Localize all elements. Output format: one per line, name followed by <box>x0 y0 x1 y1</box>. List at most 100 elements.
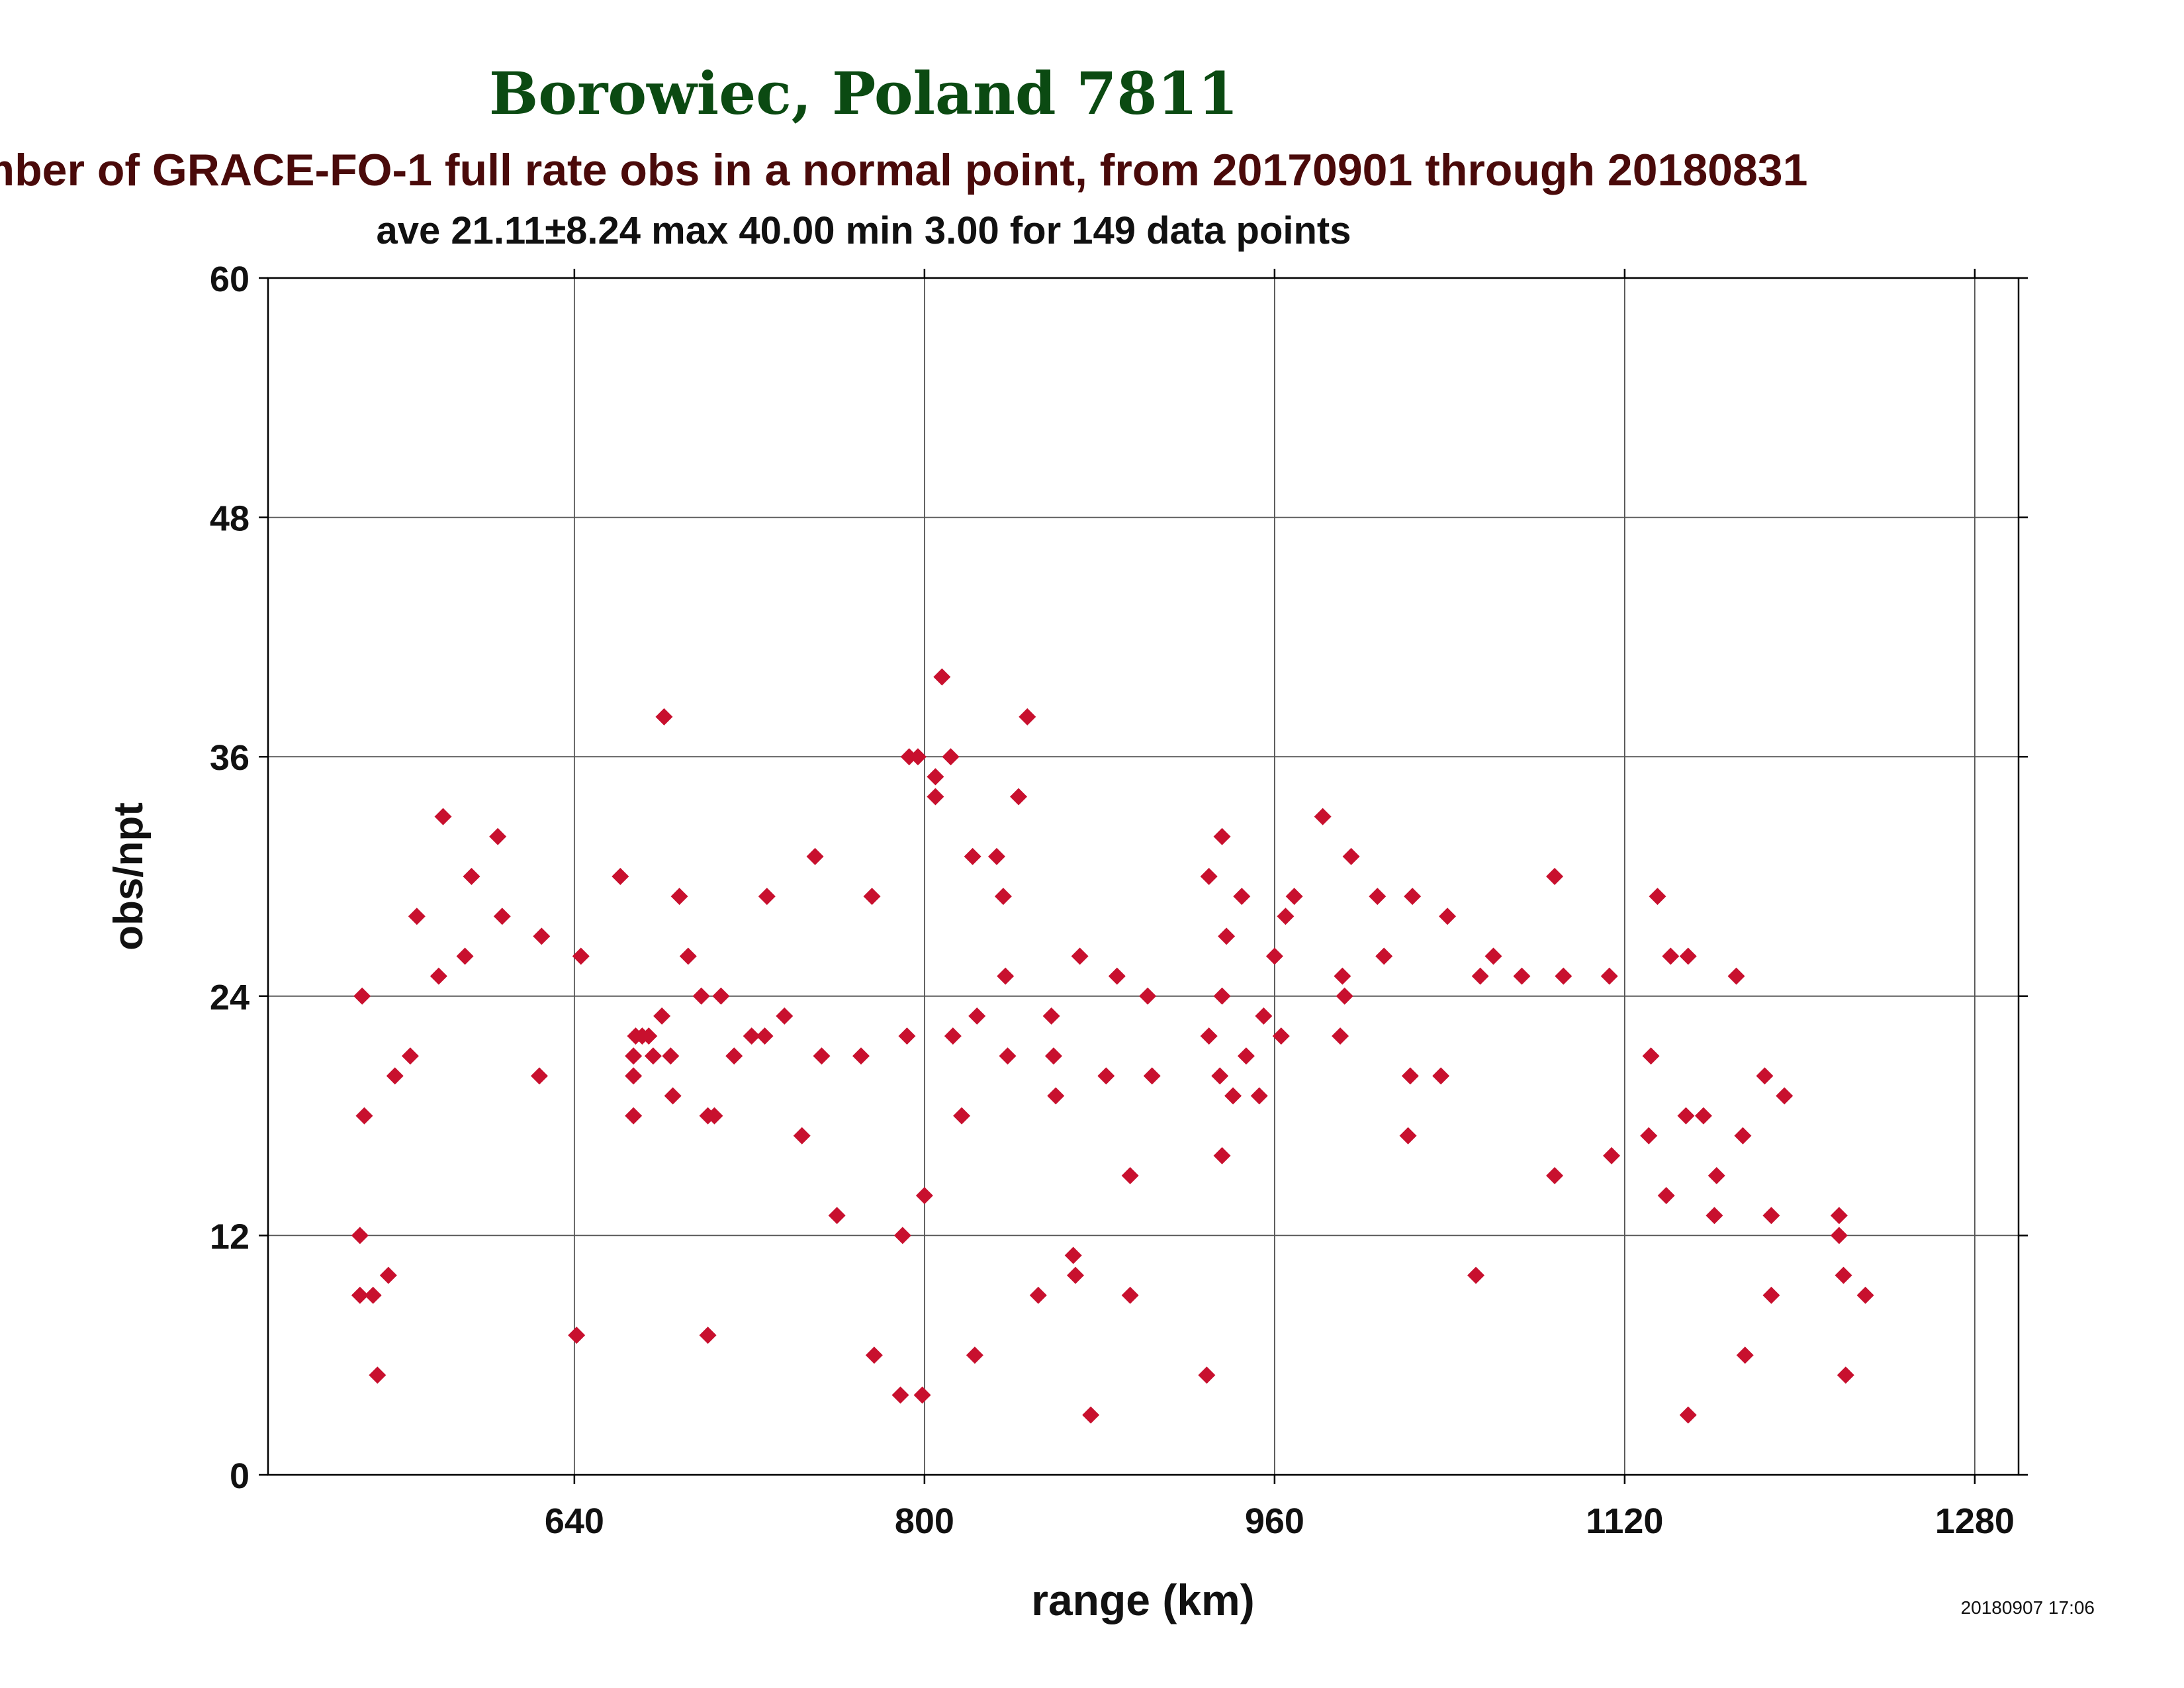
data-point <box>568 1327 586 1344</box>
data-point <box>1467 1266 1485 1284</box>
chart-title: Borowiec, Poland 7811 <box>489 59 1238 128</box>
data-point <box>1082 1406 1100 1424</box>
data-point <box>699 1327 717 1344</box>
x-tick-label: 800 <box>895 1501 954 1541</box>
data-point <box>1213 827 1231 845</box>
data-point <box>351 1286 369 1304</box>
data-point <box>1706 1207 1723 1225</box>
plot-frame <box>267 277 2020 1476</box>
data-point <box>743 1027 760 1045</box>
data-point <box>1677 1107 1695 1125</box>
y-tick-label: 60 <box>210 259 250 299</box>
data-point <box>625 1047 643 1065</box>
data-point <box>625 1067 643 1085</box>
data-point <box>1332 1027 1349 1045</box>
data-point <box>909 748 927 766</box>
x-axis-label: range (km) <box>1031 1575 1254 1624</box>
data-point <box>1546 1167 1564 1184</box>
data-point <box>1336 987 1353 1005</box>
y-tick-label: 48 <box>210 499 250 539</box>
data-point <box>530 1067 548 1085</box>
data-point <box>1224 1087 1242 1105</box>
data-point <box>1071 947 1089 965</box>
data-point <box>1047 1087 1065 1105</box>
data-point <box>430 967 447 985</box>
timestamp-label: 20180907 17:06 <box>1961 1597 2095 1618</box>
data-point <box>1642 1047 1660 1065</box>
data-point <box>1762 1286 1780 1304</box>
data-point <box>1139 987 1157 1005</box>
data-point <box>968 1007 986 1025</box>
data-point <box>692 987 710 1005</box>
data-point <box>966 1346 983 1364</box>
data-point <box>1736 1346 1754 1364</box>
data-point <box>1265 947 1283 965</box>
data-point <box>712 987 730 1005</box>
data-point <box>1218 927 1236 945</box>
data-point <box>900 748 918 766</box>
x-tick-label: 1120 <box>1586 1501 1663 1541</box>
data-point <box>964 847 981 865</box>
data-point <box>1042 1007 1060 1025</box>
data-point <box>1513 967 1531 985</box>
data-point <box>999 1047 1017 1065</box>
data-point <box>1546 868 1564 885</box>
data-point <box>533 927 551 945</box>
data-point <box>1679 1406 1697 1424</box>
data-point <box>1108 967 1126 985</box>
data-point <box>927 768 944 786</box>
data-point <box>463 868 480 885</box>
data-point <box>1856 1286 1874 1304</box>
data-point <box>1029 1286 1047 1304</box>
data-point <box>625 1107 643 1125</box>
data-point <box>1121 1286 1139 1304</box>
data-point <box>1555 967 1572 985</box>
data-point <box>1603 1147 1621 1164</box>
data-point <box>915 1187 933 1205</box>
chart-subtitle: number of GRACE-FO-1 full rate obs in a … <box>0 145 1807 195</box>
data-point <box>1121 1167 1139 1184</box>
y-tick-label: 12 <box>210 1217 250 1256</box>
data-point <box>987 847 1005 865</box>
data-point <box>705 1107 723 1125</box>
data-point <box>1200 868 1218 885</box>
data-point <box>1064 1246 1082 1264</box>
data-point <box>1044 1047 1062 1065</box>
data-point <box>828 1207 846 1225</box>
data-point <box>369 1366 387 1384</box>
data-point <box>1471 967 1489 985</box>
data-point <box>401 1047 419 1065</box>
data-point <box>1342 847 1360 865</box>
data-point <box>1250 1087 1268 1105</box>
grid-lines <box>268 278 2019 1475</box>
data-point <box>865 1346 883 1364</box>
y-tick-label: 24 <box>210 978 250 1017</box>
data-point <box>1662 947 1680 965</box>
axis-ticks <box>259 269 2028 1484</box>
data-point <box>1237 1047 1255 1065</box>
data-point <box>933 668 951 686</box>
data-point <box>1375 947 1393 965</box>
data-point <box>612 868 629 885</box>
data-point <box>725 1047 743 1065</box>
y-tick-label: 36 <box>210 738 250 778</box>
data-point <box>1830 1227 1848 1244</box>
data-point <box>756 1027 774 1045</box>
data-point <box>655 708 673 726</box>
data-point <box>806 847 824 865</box>
x-tick-label: 640 <box>545 1501 604 1541</box>
data-point <box>1255 1007 1273 1025</box>
y-axis-label: obs/npt <box>106 802 152 951</box>
data-point <box>994 888 1012 906</box>
data-point <box>1439 908 1457 925</box>
data-point <box>1404 888 1422 906</box>
data-point <box>942 748 960 766</box>
data-point <box>1334 967 1351 985</box>
data-point <box>1285 888 1303 906</box>
data-point <box>653 1007 671 1025</box>
x-tick-label: 1280 <box>1935 1501 2015 1541</box>
y-tick-label: 0 <box>230 1456 250 1496</box>
data-point <box>1067 1266 1085 1284</box>
data-point <box>1097 1067 1115 1085</box>
